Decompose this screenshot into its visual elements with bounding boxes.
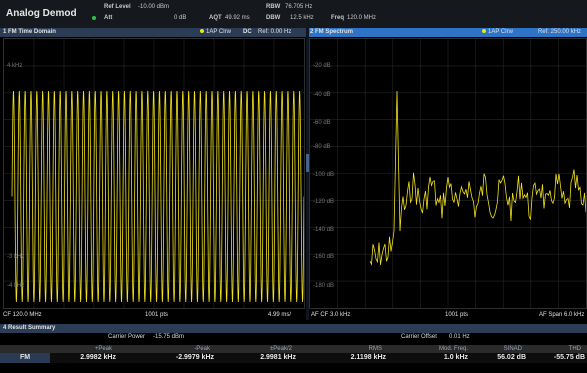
grid [310, 39, 586, 308]
result-table-row: 2.9982 kHz -2.9979 kHz 2.9981 kHz 2.1198… [0, 353, 587, 363]
result-summary-title: 4 Result Summary [3, 325, 56, 331]
value-rms: 2.1198 kHz [350, 354, 386, 361]
time-domain-footer: CF 120.0 MHz 1001 pts 4.99 ms/ [0, 311, 306, 320]
af-span: AF Span 6.0 kHz [539, 312, 585, 318]
col-peak-plus: +Peak [94, 346, 112, 352]
points-count: 1001 pts [445, 312, 469, 318]
value-peak-plus: 2.9982 kHz [80, 354, 116, 361]
af-center-frequency: AF CF 3.0 kHz [311, 312, 351, 318]
y-label-1: -40 dB [313, 92, 331, 98]
col-mod-freq: Mod. Freq. [438, 346, 468, 352]
col-thd: THD [568, 346, 581, 352]
value-thd: -55.75 dB [553, 354, 585, 361]
y-label-2: -60 dB [313, 120, 331, 126]
trace-info-label: 1AP Clrw [488, 29, 513, 35]
coupling-label: DC [243, 29, 252, 35]
ref-level-value[interactable]: -10.00 dBm [138, 4, 170, 10]
y-label-4: -100 dB [313, 172, 335, 178]
att-indicator-icon [92, 16, 96, 20]
aqt-label: AQT [209, 15, 222, 21]
col-rms: RMS [368, 346, 382, 352]
rbw-value[interactable]: 76.705 Hz [285, 4, 313, 10]
rbw-label: RBW [266, 4, 281, 10]
dbw-label: DBW [266, 15, 281, 21]
y-label-8: -180 dB [313, 283, 335, 289]
y-label-0: -20 dB [313, 63, 331, 69]
fm-time-trace [11, 90, 304, 303]
time-domain-title: 1 FM Time Domain [3, 29, 56, 35]
aqt-value[interactable]: 49.92 ms [225, 15, 250, 21]
window-splitter[interactable] [306, 28, 309, 320]
carrier-info-line: Carrier Power -15.75 dBm Carrier Offset … [0, 333, 587, 342]
trace-dot-icon [200, 29, 204, 34]
grid [4, 39, 304, 308]
splitter-handle[interactable] [306, 154, 309, 172]
att-value[interactable]: 0 dB [174, 15, 187, 21]
value-mod-freq: 1.0 kHz [443, 354, 468, 361]
trace-info-label: 1AP Clrw [206, 29, 231, 35]
time-per-division: 4.99 ms/ [268, 312, 292, 318]
center-frequency: CF 120.0 MHz [3, 312, 42, 318]
value-peak-minus: -2.9979 kHz [175, 354, 214, 361]
time-domain-plot[interactable]: 4 kHz -3 kHz -4 kHz [3, 38, 305, 309]
carrier-offset-label: Carrier Offset [401, 334, 437, 340]
col-sinad: SINAD [503, 346, 522, 352]
result-summary-titlebar[interactable]: 4 Result Summary [0, 324, 587, 333]
measurement-header: Analog Demod Ref Level -10.00 dBm Att 0 … [0, 0, 587, 28]
fm-row-label: FM [0, 353, 50, 363]
value-peak-half: 2.9981 kHz [260, 354, 296, 361]
y-label-minus4: -4 kHz [7, 283, 25, 289]
carrier-offset-value: 0.01 Hz [449, 334, 470, 340]
time-domain-titlebar[interactable]: 1 FM Time Domain 1AP Clrw DC Ref: 0.00 H… [0, 28, 306, 37]
fm-spectrum-footer: AF CF 3.0 kHz 1001 pts AF Span 6.0 kHz [309, 311, 587, 320]
ref-level-label: Ref Level [104, 4, 131, 10]
fm-spectrum-titlebar[interactable]: 2 FM Spectrum 1AP Clrw Ref: 250.00 kHz [307, 28, 587, 37]
freq-value[interactable]: 120.0 MHz [347, 15, 377, 21]
trace-info: 1AP Clrw [200, 28, 231, 37]
ref-info: Ref: 250.00 kHz [538, 29, 582, 35]
col-peak-minus: -Peak [194, 346, 210, 352]
dbw-value[interactable]: 12.5 kHz [290, 15, 314, 21]
y-label-5: -120 dB [313, 199, 335, 205]
points-count: 1001 pts [145, 312, 169, 318]
fm-spectrum-title: 2 FM Spectrum [310, 29, 354, 35]
ref-info: Ref: 0.00 Hz [258, 29, 292, 35]
carrier-power-value: -15.75 dBm [153, 334, 185, 340]
result-table-header: +Peak -Peak ±Peak/2 RMS Mod. Freq. SINAD… [0, 345, 587, 353]
att-label: Att [104, 15, 113, 21]
y-label-3: -80 dB [313, 144, 331, 150]
mode-title[interactable]: Analog Demod [6, 8, 77, 19]
trace-dot-icon [482, 29, 486, 34]
trace-info: 1AP Clrw [482, 28, 513, 37]
freq-label: Freq [331, 15, 345, 21]
y-label-top: 4 kHz [7, 63, 23, 69]
value-sinad: 56.02 dB [497, 354, 526, 361]
fm-spectrum-graph [310, 39, 586, 308]
y-label-7: -160 dB [313, 254, 335, 260]
fm-spectrum-plot[interactable]: -20 dB -40 dB -60 dB -80 dB -100 dB -120… [309, 38, 587, 309]
fm-spectrum-trace [369, 90, 586, 266]
carrier-power-label: Carrier Power [108, 334, 146, 340]
col-peak-half: ±Peak/2 [270, 346, 292, 352]
y-label-minus3: -3 kHz [7, 254, 25, 260]
y-label-6: -140 dB [313, 227, 335, 233]
time-domain-graph [4, 39, 304, 308]
